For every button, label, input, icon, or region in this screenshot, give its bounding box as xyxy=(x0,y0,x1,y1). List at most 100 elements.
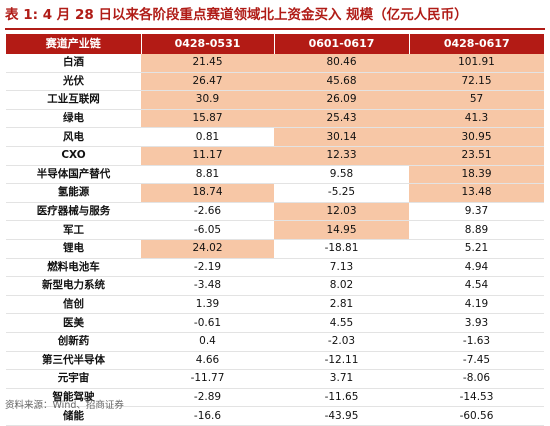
northbound-flow-table: 赛道产业链 0428-0531 0601-0617 0428-0617 白酒 21… xyxy=(6,34,544,426)
value-cell: 21.45 xyxy=(141,54,274,73)
value-cell: -60.56 xyxy=(409,406,544,426)
source-note: 资料来源：Wind、招商证券 xyxy=(5,400,124,411)
sector-name-cell: 信创 xyxy=(6,295,141,315)
table-row: 军工 -6.05 14.95 8.89 xyxy=(6,220,544,240)
value-cell: 3.71 xyxy=(274,369,409,389)
sector-name-cell: 军工 xyxy=(6,220,141,240)
value-cell: 13.48 xyxy=(409,183,544,203)
value-cell: -43.95 xyxy=(274,406,409,426)
value-cell: 0.81 xyxy=(141,127,274,147)
header-sector: 赛道产业链 xyxy=(6,34,142,54)
value-cell: -16.6 xyxy=(141,406,274,426)
value-cell: -2.19 xyxy=(141,258,274,278)
value-cell: 26.47 xyxy=(141,72,274,92)
value-cell: -11.65 xyxy=(274,388,409,408)
sector-name-cell: 医疗器械与服务 xyxy=(6,202,141,222)
sector-name-cell: 锂电 xyxy=(6,239,141,259)
sector-name-cell: 光伏 xyxy=(6,72,141,92)
value-cell: 2.81 xyxy=(274,295,409,315)
value-cell: 12.03 xyxy=(274,202,409,222)
value-cell: -11.77 xyxy=(141,369,274,389)
value-cell: 41.3 xyxy=(409,109,544,129)
value-cell: 8.02 xyxy=(274,276,409,296)
value-cell: 5.21 xyxy=(409,239,544,259)
value-cell: 4.94 xyxy=(409,258,544,278)
table-title: 表 1: 4 月 28 日以来各阶段重点赛道领域北上资金买入 规模（亿元人民币） xyxy=(5,7,468,23)
value-cell: 30.14 xyxy=(274,127,409,147)
sector-name-cell: 创新药 xyxy=(6,332,141,352)
table-row: 医美 -0.61 4.55 3.93 xyxy=(6,313,544,333)
value-cell: -5.25 xyxy=(274,183,409,203)
value-cell: -2.03 xyxy=(274,332,409,352)
value-cell: 9.58 xyxy=(274,165,409,185)
sector-name-cell: 绿电 xyxy=(6,109,141,129)
value-cell: 45.68 xyxy=(274,72,409,92)
header-period-total: 0428-0617 xyxy=(409,34,544,54)
value-cell: -14.53 xyxy=(409,388,544,408)
value-cell: -2.66 xyxy=(141,202,274,222)
value-cell: 11.17 xyxy=(141,146,274,166)
table-row: 锂电 24.02 -18.81 5.21 xyxy=(6,239,544,259)
sector-name-cell: 元宇宙 xyxy=(6,369,141,389)
value-cell: -12.11 xyxy=(274,351,409,371)
table-row: 光伏 26.47 45.68 72.15 xyxy=(6,72,544,92)
value-cell: 15.87 xyxy=(141,109,274,129)
value-cell: 8.89 xyxy=(409,220,544,240)
value-cell: 9.37 xyxy=(409,202,544,222)
sector-name-cell: 风电 xyxy=(6,127,141,147)
table-row: 元宇宙 -11.77 3.71 -8.06 xyxy=(6,369,544,389)
value-cell: 23.51 xyxy=(409,146,544,166)
header-period-1: 0428-0531 xyxy=(141,34,275,54)
value-cell: 25.43 xyxy=(274,109,409,129)
value-cell: 18.39 xyxy=(409,165,544,185)
value-cell: 12.33 xyxy=(274,146,409,166)
value-cell: 72.15 xyxy=(409,72,544,92)
table-row: 绿电 15.87 25.43 41.3 xyxy=(6,109,544,129)
sector-name-cell: 白酒 xyxy=(6,54,141,73)
value-cell: 1.39 xyxy=(141,295,274,315)
value-cell: 80.46 xyxy=(274,54,409,73)
table-header-row: 赛道产业链 0428-0531 0601-0617 0428-0617 xyxy=(6,34,544,54)
sector-name-cell: 工业互联网 xyxy=(6,90,141,110)
value-cell: -18.81 xyxy=(274,239,409,259)
value-cell: -0.61 xyxy=(141,313,274,333)
sector-name-cell: CXO xyxy=(6,146,141,166)
value-cell: 4.55 xyxy=(274,313,409,333)
sector-name-cell: 新型电力系统 xyxy=(6,276,141,296)
table-row: 半导体国产替代 8.81 9.58 18.39 xyxy=(6,165,544,185)
table-row: 白酒 21.45 80.46 101.91 xyxy=(6,54,544,73)
sector-name-cell: 氢能源 xyxy=(6,183,141,203)
value-cell: -6.05 xyxy=(141,220,274,240)
value-cell: 8.81 xyxy=(141,165,274,185)
table-row: 创新药 0.4 -2.03 -1.63 xyxy=(6,332,544,352)
value-cell: 101.91 xyxy=(409,54,544,73)
table-row: 氢能源 18.74 -5.25 13.48 xyxy=(6,183,544,203)
sector-name-cell: 第三代半导体 xyxy=(6,351,141,371)
value-cell: 30.95 xyxy=(409,127,544,147)
table-row: 医疗器械与服务 -2.66 12.03 9.37 xyxy=(6,202,544,222)
table-row: 工业互联网 30.9 26.09 57 xyxy=(6,90,544,110)
table-row: 风电 0.81 30.14 30.95 xyxy=(6,127,544,147)
value-cell: -2.89 xyxy=(141,388,274,408)
value-cell: 7.13 xyxy=(274,258,409,278)
table-row: 智能驾驶 -2.89 -11.65 -14.53 xyxy=(6,388,544,408)
table-row: 燃料电池车 -2.19 7.13 4.94 xyxy=(6,258,544,278)
value-cell: 18.74 xyxy=(141,183,274,203)
table-row: 第三代半导体 4.66 -12.11 -7.45 xyxy=(6,351,544,371)
title-rule xyxy=(5,28,545,30)
table-row: CXO 11.17 12.33 23.51 xyxy=(6,146,544,166)
sector-name-cell: 智能驾驶 xyxy=(6,388,141,408)
value-cell: 14.95 xyxy=(274,220,409,240)
value-cell: 57 xyxy=(409,90,544,110)
table-row: 信创 1.39 2.81 4.19 xyxy=(6,295,544,315)
value-cell: 26.09 xyxy=(274,90,409,110)
value-cell: 4.19 xyxy=(409,295,544,315)
table-row: 新型电力系统 -3.48 8.02 4.54 xyxy=(6,276,544,296)
table-body: 白酒 21.45 80.46 101.91 光伏 26.47 45.68 72.15 工业互联网… xyxy=(6,54,544,426)
sector-name-cell: 医美 xyxy=(6,313,141,333)
value-cell: -3.48 xyxy=(141,276,274,296)
sector-name-cell: 半导体国产替代 xyxy=(6,165,141,185)
value-cell: -1.63 xyxy=(409,332,544,352)
value-cell: -7.45 xyxy=(409,351,544,371)
value-cell: 4.66 xyxy=(141,351,274,371)
